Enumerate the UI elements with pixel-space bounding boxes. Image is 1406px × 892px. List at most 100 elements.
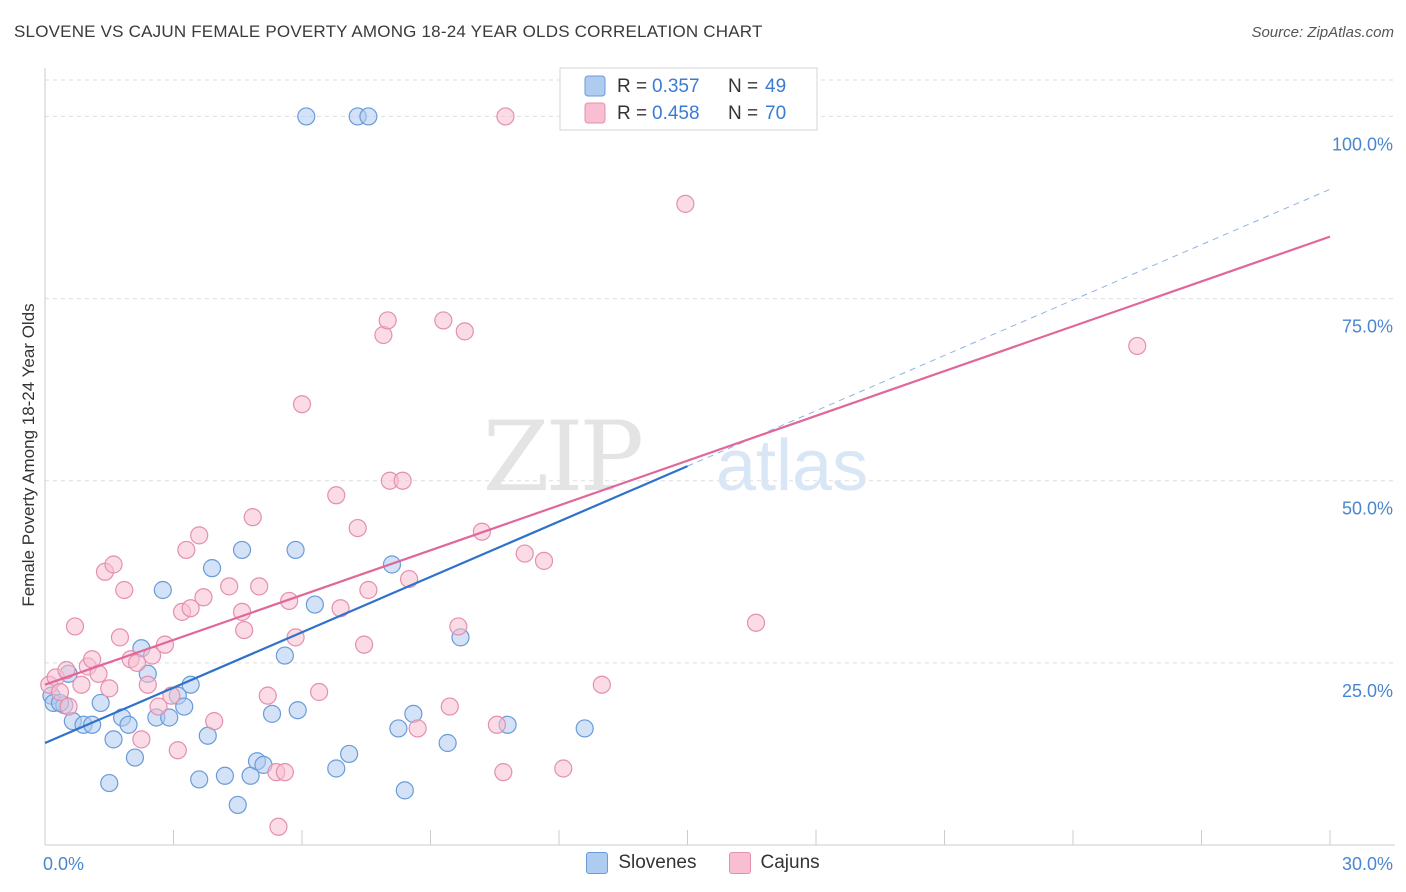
cajun-point-68 [746,613,766,632]
cajun-point-29 [205,712,224,731]
cajun-point-63 [534,551,554,570]
legend-swatch-slovenes [586,852,609,874]
cajun-point-53 [408,719,427,738]
slovene-trend-line [44,465,688,745]
slovene-point-31 [275,646,294,665]
cajun-point-38 [275,763,294,782]
cajun-point-46 [355,635,374,654]
stats-legend-swatch-cajuns [584,102,606,124]
slovene-point-42 [395,781,414,800]
cajun-point-62 [515,544,534,563]
slovene-trend-extension [687,188,1331,467]
stats-n-label-cajuns: N = [728,103,758,124]
slovene-point-8 [100,773,119,793]
cajun-point-33 [243,508,262,527]
cajun-point-28 [194,588,213,607]
legend-item-cajuns: Cajuns [728,852,820,874]
slovene-point-47 [575,719,594,738]
stats-r-value-cajuns: 0.458 [652,103,700,124]
cajun-point-64 [554,759,573,778]
cajun-point-26 [181,599,200,618]
cajun-point-61 [496,107,515,126]
slovene-point-32 [286,540,305,560]
x-tick-label-max: 30.0% [1342,854,1393,874]
cajun-point-41 [292,395,312,414]
y-tick-label-2: 75.0% [1342,317,1393,337]
y-tick-label-3: 100.0% [1332,134,1393,154]
slovene-point-23 [202,559,222,578]
cajun-point-6 [72,675,91,694]
y-axis-label: Female Poverty Among 18-24 Year Olds [19,303,38,606]
cajun-point-13 [110,628,130,647]
slovene-point-16 [153,580,172,600]
cajun-point-20 [149,697,168,716]
grid-layer [45,79,1395,664]
cajun-point-59 [487,715,506,734]
cajun-point-43 [327,486,346,505]
cajun-point-49 [378,311,397,330]
cajun-point-34 [250,577,269,596]
legend-label-slovenes: Slovenes [618,852,697,873]
cajun-point-54 [434,311,453,330]
slovene-point-44 [438,733,457,753]
stats-n-value-slovenes: 49 [765,76,786,97]
slovene-point-39 [359,107,378,126]
cajun-point-17 [132,730,151,749]
cajun-point-57 [455,322,474,341]
cajun-point-42 [310,682,329,702]
cajun-point-39 [280,591,299,611]
stats-n-label-slovenes: N = [728,76,758,97]
slovene-point-12 [125,748,145,767]
slovene-point-37 [340,744,359,764]
slovene-point-17 [160,708,179,727]
cajun-point-69 [1128,336,1147,356]
slovene-point-19 [175,697,194,716]
stats-legend: R = 0.357 N = 49 R = 0.458 N = 70 [559,67,818,131]
cajun-point-4 [59,697,78,716]
y-tick-label-0: 25.0% [1342,681,1393,701]
slovene-point-26 [232,540,252,560]
stats-n-value-cajuns: 70 [765,103,786,124]
trend-layer [44,188,1331,745]
cajun-point-16 [127,653,147,672]
watermark: ZIP atlas [483,401,868,513]
stats-r-label-cajuns: R = [617,103,647,124]
slovene-point-33 [288,701,307,720]
stats-legend-swatch-slovenes [584,75,606,97]
y-tick-label-1: 50.0% [1342,499,1393,519]
watermark-atlas: atlas [716,426,868,506]
series-legend: Slovenes Cajuns [0,852,1406,874]
cajun-point-14 [115,580,134,600]
slovene-point-24 [215,766,234,785]
slovene-point-34 [297,107,316,126]
slovene-point-9 [104,730,123,749]
cajun-point-32 [235,620,254,640]
cajun-point-31 [232,602,252,621]
stats-r-label-slovenes: R = [617,76,647,97]
cajun-point-60 [494,763,513,782]
cajun-point-12 [104,555,123,574]
cajun-point-56 [449,617,468,636]
cajun-point-25 [177,540,196,560]
slovene-point-21 [190,770,209,789]
cajun-point-55 [440,697,459,716]
slovene-point-30 [262,704,282,723]
cajun-point-37 [269,817,288,836]
cajun-point-11 [100,679,119,698]
chart-title: SLOVENE VS CAJUN FEMALE POVERTY AMONG 18… [14,22,763,41]
legend-swatch-cajuns [728,852,751,874]
legend-item-slovenes: Slovenes [586,852,697,874]
slovene-point-35 [305,595,324,614]
source-label: Source: ZipAtlas.com [1251,24,1394,41]
cajun-point-51 [393,471,412,490]
cajun-point-47 [359,580,378,600]
cajun-point-3 [57,661,76,680]
cajun-point-35 [258,686,277,705]
axis-layer: 25.0% 50.0% 75.0% 100.0% 0.0% 30.0% [43,68,1395,874]
points-layer [40,107,1147,836]
cajun-point-5 [65,617,85,636]
slovene-point-25 [228,795,247,815]
cajun-trend-line [44,235,1331,686]
cajun-point-27 [190,526,209,545]
